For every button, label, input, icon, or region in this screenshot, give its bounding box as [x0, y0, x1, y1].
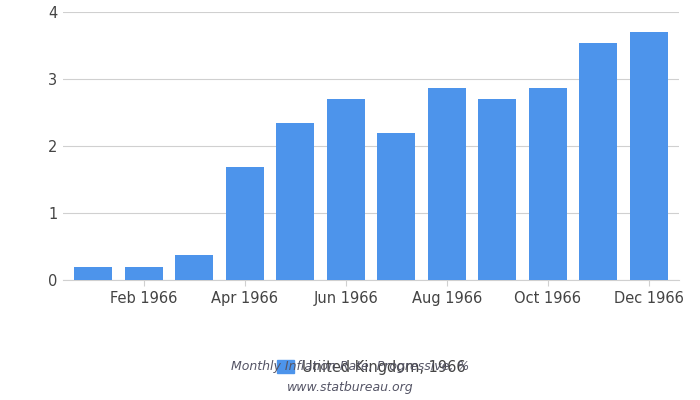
- Bar: [580, 43, 617, 280]
- Bar: [226, 168, 264, 280]
- Bar: [327, 99, 365, 280]
- Legend: United Kingdom, 1966: United Kingdom, 1966: [276, 360, 466, 374]
- Bar: [630, 32, 668, 280]
- Bar: [528, 88, 567, 280]
- Bar: [125, 266, 162, 280]
- Bar: [74, 266, 112, 280]
- Bar: [377, 132, 415, 280]
- Text: www.statbureau.org: www.statbureau.org: [287, 381, 413, 394]
- Bar: [175, 254, 214, 280]
- Bar: [478, 99, 516, 280]
- Bar: [276, 122, 314, 280]
- Bar: [428, 88, 466, 280]
- Text: Monthly Inflation Rate, Progressive, %: Monthly Inflation Rate, Progressive, %: [231, 360, 469, 373]
